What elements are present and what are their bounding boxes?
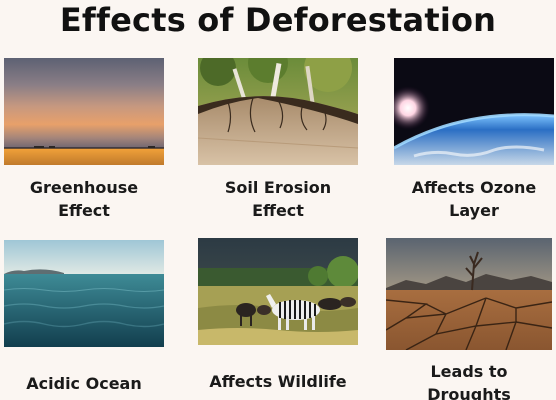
zebras-savanna-image xyxy=(198,238,358,345)
cracked-earth-image xyxy=(386,238,552,350)
card-caption: Affects Wildlife xyxy=(184,370,372,393)
greenhouse-sunset-image xyxy=(4,58,164,165)
card-caption: Greenhouse Effect xyxy=(0,176,178,222)
card-soil-erosion-effect: Soil Erosion Effect xyxy=(198,58,358,220)
caption-line-2: Droughts xyxy=(427,385,511,400)
caption-line-1: Greenhouse xyxy=(29,178,139,197)
ocean-image xyxy=(4,240,164,347)
card-caption: Affects Ozone Layer xyxy=(380,176,556,222)
caption-line-2: Effect xyxy=(252,201,304,220)
caption-line-1: Acidic Ocean xyxy=(26,374,142,393)
earth-ozone-image xyxy=(394,58,554,165)
card-acidic-ocean: Acidic Ocean xyxy=(4,240,164,393)
caption-line-1: Affects Ozone xyxy=(411,178,537,197)
card-greenhouse-effect: Greenhouse Effect xyxy=(4,58,164,220)
soil-erosion-image xyxy=(198,58,358,165)
caption-line-1: Leads to xyxy=(430,362,508,381)
card-affects-ozone-layer: Affects Ozone Layer xyxy=(394,58,554,220)
page-title: Effects of Deforestation xyxy=(59,1,497,39)
caption-line-2: Effect xyxy=(58,201,110,220)
card-leads-to-droughts: Leads to Droughts xyxy=(386,238,552,400)
card-caption: Acidic Ocean xyxy=(0,372,178,395)
card-caption: Leads to Droughts xyxy=(372,360,556,400)
caption-line-1: Affects Wildlife xyxy=(209,372,347,391)
caption-line-2: Layer xyxy=(449,201,499,220)
card-caption: Soil Erosion Effect xyxy=(184,176,372,222)
card-affects-wildlife: Affects Wildlife xyxy=(198,238,358,391)
caption-line-1: Soil Erosion xyxy=(224,178,332,197)
